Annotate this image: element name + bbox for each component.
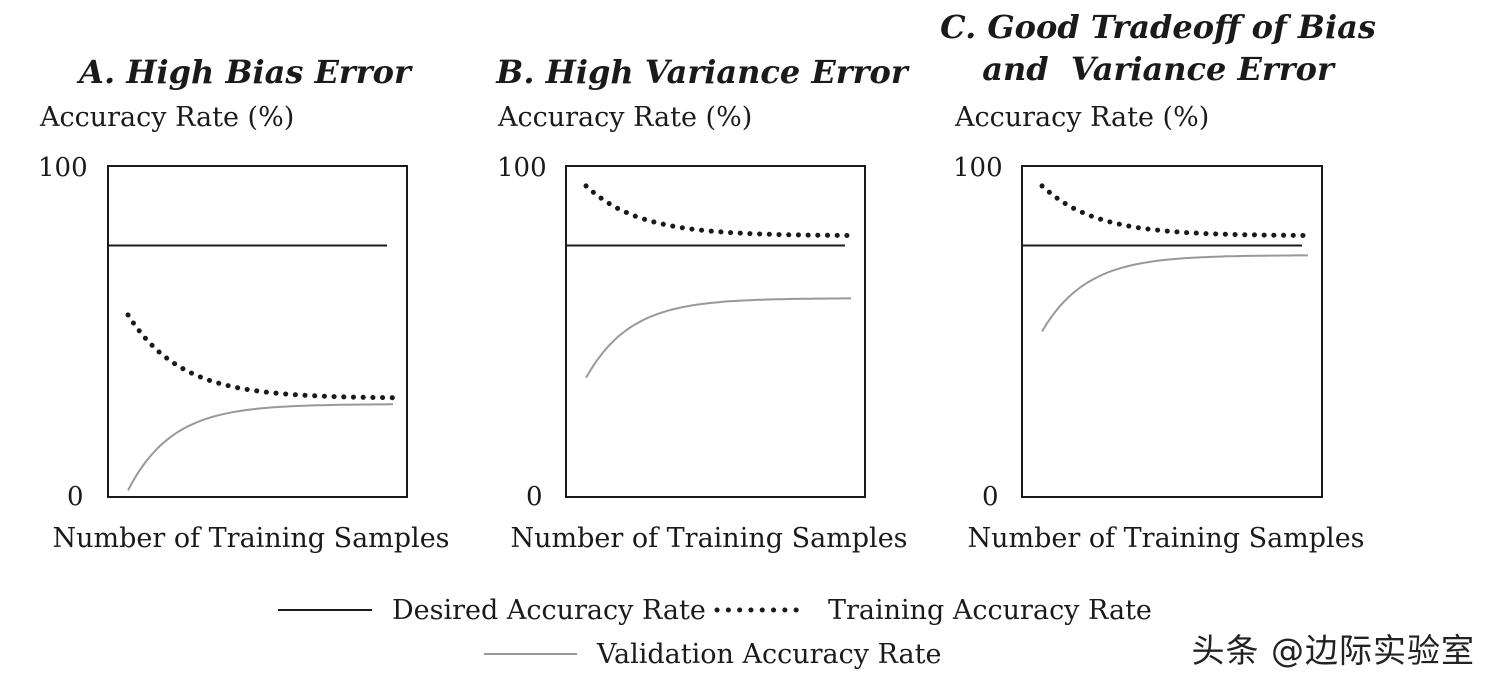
panel-c-xlabel: Number of Training Samples (967, 523, 1364, 554)
panel-a-series (108, 244, 396, 491)
panel-b-xlabel: Number of Training Samples (510, 523, 907, 554)
watermark-text: 头条 @边际实验室 (1191, 631, 1475, 670)
panel-a-title: A. High Bias Error (76, 53, 413, 91)
panel-c: C. Good Tradeoff of Bias and Variance Er… (940, 8, 1376, 554)
panel-c-ylabel: Accuracy Rate (%) (954, 102, 1209, 133)
panel-b-ytick-bottom: 0 (526, 482, 543, 512)
panel-c-validation-curve (1041, 254, 1308, 333)
panel-a-plot-frame (107, 165, 408, 498)
panel-c-series (1022, 183, 1311, 333)
panel-a-xlabel: Number of Training Samples (52, 523, 449, 554)
panel-b-ylabel: Accuracy Rate (%) (497, 102, 752, 133)
legend-desired-label: Desired Accuracy Rate (392, 595, 706, 626)
panel-b-validation-curve (585, 297, 851, 379)
legend-validation-label: Validation Accuracy Rate (596, 639, 941, 670)
panel-c-ytick-top: 100 (953, 153, 1003, 183)
panel-c-ytick-bottom: 0 (982, 482, 999, 512)
panel-c-plot-frame (1021, 165, 1323, 498)
panel-a-ylabel: Accuracy Rate (%) (39, 102, 294, 133)
panel-b-training-curve (583, 183, 854, 238)
panel-a-ytick-bottom: 0 (67, 482, 84, 512)
panel-b-series (566, 183, 854, 379)
panel-a-training-curve (125, 312, 396, 401)
panel-a: A. High Bias Error Accuracy Rate (%) 100… (38, 53, 450, 554)
panel-b-title: B. High Variance Error (495, 53, 910, 91)
panel-b-ytick-top: 100 (497, 153, 547, 183)
panel-a-validation-curve (127, 403, 393, 491)
panel-a-ytick-top: 100 (38, 153, 88, 183)
panel-c-title-line-2: and Variance Error (982, 50, 1336, 88)
panel-b: B. High Variance Error Accuracy Rate (%)… (495, 53, 910, 554)
panel-c-title-line-1: C. Good Tradeoff of Bias (940, 8, 1376, 46)
legend-training-label: Training Accuracy Rate (828, 595, 1152, 626)
legend: Desired Accuracy Rate Training Accuracy … (278, 595, 1152, 670)
panel-b-plot-frame (565, 165, 866, 498)
panel-c-training-curve (1039, 183, 1311, 238)
